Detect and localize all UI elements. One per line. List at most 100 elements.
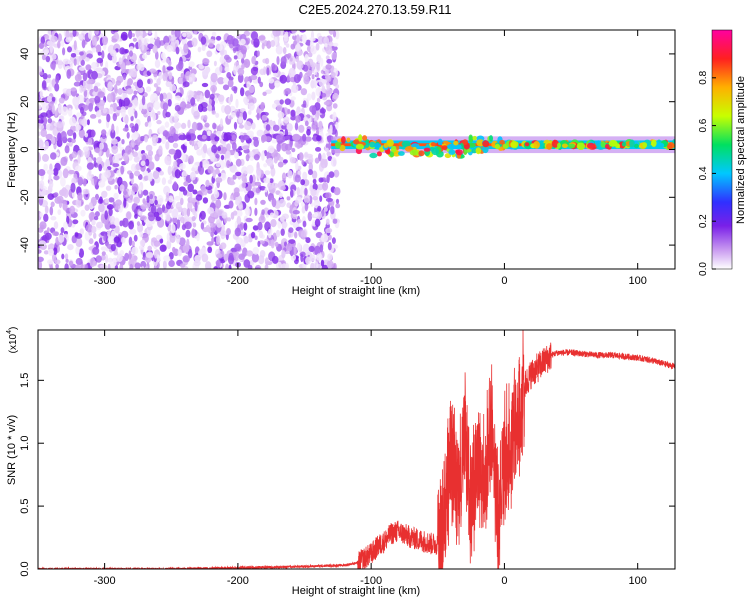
noise-mark (308, 245, 315, 253)
noise-mark (142, 189, 149, 196)
noise-mark (235, 158, 242, 167)
noise-mark (110, 244, 116, 252)
x-tick-label: 100 (629, 575, 647, 587)
noise-mark (295, 55, 300, 63)
noise-mark (286, 123, 293, 132)
noise-mark (257, 221, 263, 231)
carrier-mark (453, 140, 459, 146)
noise-mark (60, 177, 66, 187)
noise-mark (52, 62, 56, 71)
carrier-mark (327, 135, 332, 143)
spectrogram-y-ticks: -40 -20 0 20 40 (19, 48, 675, 253)
noise-mark (259, 230, 264, 239)
noise-mark (47, 118, 53, 124)
noise-mark (325, 45, 333, 55)
noise-mark (183, 43, 189, 54)
carrier-mark (455, 144, 462, 150)
noise-mark (246, 164, 254, 174)
noise-mark (142, 53, 148, 60)
noise-mark (180, 72, 185, 79)
noise-mark (99, 196, 103, 204)
noise-mark (92, 246, 100, 255)
noise-mark (242, 111, 247, 121)
noise-mark (280, 56, 287, 66)
noise-mark (193, 110, 200, 120)
noise-mark (265, 57, 270, 65)
carrier-mark (444, 153, 452, 159)
noise-mark (224, 54, 230, 61)
noise-mark (134, 170, 141, 177)
noise-mark (79, 51, 84, 56)
noise-mark (228, 180, 236, 186)
noise-mark (145, 158, 150, 167)
noise-mark (287, 170, 293, 179)
carrier-mark (178, 134, 187, 141)
noise-mark (211, 236, 215, 244)
noise-mark (44, 42, 48, 48)
noise-mark (146, 102, 154, 112)
noise-mark (212, 169, 216, 179)
noise-mark (176, 234, 181, 244)
noise-mark (191, 228, 196, 239)
noise-mark (94, 211, 100, 217)
noise-mark (310, 188, 317, 197)
noise-mark (165, 202, 172, 210)
noise-mark (60, 131, 67, 141)
noise-mark (256, 112, 260, 121)
noise-mark (95, 44, 102, 54)
noise-mark (223, 49, 227, 56)
noise-mark (91, 219, 96, 226)
noise-mark (288, 227, 294, 234)
noise-mark (122, 217, 129, 228)
noise-mark (73, 58, 78, 66)
noise-mark (297, 219, 302, 224)
noise-mark (254, 181, 262, 186)
noise-mark (302, 220, 307, 228)
noise-mark (262, 91, 267, 97)
noise-mark (66, 69, 72, 79)
noise-mark (141, 266, 145, 269)
noise-mark (279, 192, 283, 198)
noise-mark (255, 187, 261, 194)
noise-mark (138, 185, 142, 195)
noise-mark (246, 95, 253, 100)
noise-mark (248, 102, 255, 111)
noise-mark (40, 36, 46, 45)
noise-mark (162, 130, 169, 138)
noise-mark (116, 253, 123, 262)
noise-mark (215, 199, 222, 209)
noise-mark (71, 151, 78, 159)
noise-mark (253, 138, 259, 148)
noise-mark (177, 249, 182, 257)
carrier-mark (576, 142, 586, 150)
noise-mark (52, 104, 56, 115)
noise-mark (141, 95, 146, 106)
noise-mark (222, 77, 230, 84)
noise-mark (258, 255, 265, 265)
noise-mark (167, 165, 172, 176)
noise-mark (182, 244, 190, 253)
noise-mark (148, 121, 152, 128)
noise-mark (105, 158, 110, 167)
noise-mark (117, 141, 122, 149)
noise-mark (101, 129, 107, 137)
snr-y-multiplier-exp: 4 (6, 330, 13, 334)
carrier-mark (546, 143, 553, 150)
noise-mark (76, 124, 81, 131)
noise-mark (105, 185, 112, 191)
noise-mark (330, 71, 336, 78)
noise-mark (220, 50, 225, 56)
noise-mark (251, 252, 259, 263)
noise-mark (107, 236, 115, 244)
carrier-mark (430, 142, 436, 147)
noise-mark (45, 55, 51, 63)
noise-mark (321, 79, 327, 84)
noise-mark (257, 240, 261, 247)
noise-mark (162, 65, 166, 75)
noise-mark (308, 155, 314, 165)
noise-mark (184, 221, 192, 230)
noise-mark (104, 210, 108, 220)
noise-mark (202, 143, 208, 154)
noise-mark (53, 221, 59, 230)
noise-mark (268, 120, 274, 126)
